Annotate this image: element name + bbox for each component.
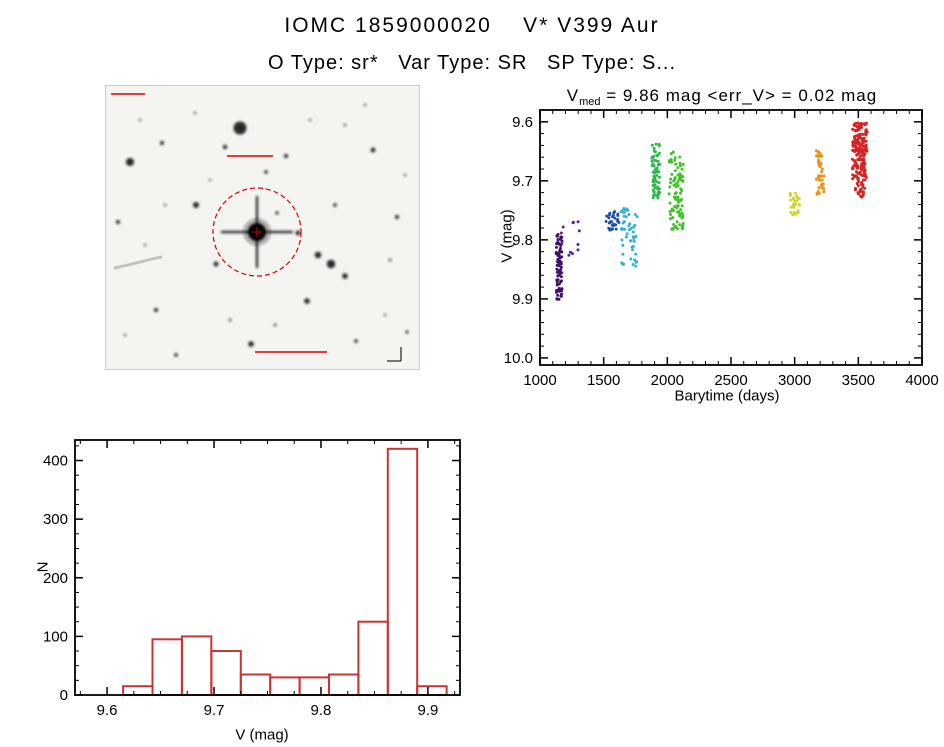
tick-labels: 9.6 9.7 9.8 9.9 0 100 200 300 400 — [43, 453, 438, 719]
annotation-mark — [255, 351, 327, 353]
star-field — [116, 103, 409, 357]
x-tick-label: 4000 — [905, 372, 938, 389]
x-tick-label: 1000 — [523, 372, 556, 389]
x-tick-label: 9.9 — [417, 702, 438, 719]
y-tick-label: 400 — [43, 453, 68, 470]
histogram-bar — [239, 673, 272, 696]
lightcurve-title-sub: med — [579, 96, 601, 108]
lightcurve-x-axis-label: Barytime (days) — [674, 387, 780, 405]
y-tick-label: 9.6 — [512, 114, 533, 131]
minor-ticks — [75, 440, 460, 695]
histogram-bar — [386, 447, 419, 696]
annotation-mark — [227, 155, 273, 157]
x-tick-label: 2000 — [651, 372, 684, 389]
histogram-bar — [122, 685, 154, 697]
y-tick-label: 9.8 — [512, 232, 533, 249]
y-tick-label: 0 — [60, 687, 68, 704]
tick-marks — [539, 110, 923, 365]
y-tick-label: 100 — [43, 628, 68, 645]
lightcurve-title-rest: = 9.86 mag <err_V> = 0.02 mag — [600, 86, 878, 105]
tick-marks — [75, 440, 460, 696]
trail-streak — [113, 255, 163, 270]
tick-labels: 1000 1500 2000 2500 3000 3500 4000 9.6 9.7 9.8 9.9… — [504, 114, 939, 389]
histogram-bar — [210, 650, 242, 696]
lightcurve-plot: 1000 1500 2000 2500 3000 3500 4000 9.6 9.7 9.8 9.9… — [504, 109, 939, 389]
lightcurve-title-v: V — [566, 86, 580, 105]
y-tick-label: 200 — [43, 570, 68, 587]
y-tick-label: 9.7 — [512, 173, 533, 190]
lightcurve-title: Vmed = 9.86 mag <err_V> = 0.02 mag — [567, 86, 877, 108]
minor-ticks — [540, 109, 922, 365]
x-tick-label: 9.8 — [311, 702, 332, 719]
annotation-mark — [111, 93, 145, 95]
x-tick-label: 2500 — [714, 372, 747, 389]
x-tick-label: 9.7 — [204, 702, 225, 719]
compass-icon — [387, 347, 402, 362]
y-tick-label: 10.0 — [504, 350, 533, 367]
histogram-bar — [298, 676, 331, 696]
histogram-bar — [180, 635, 213, 696]
histogram-bar — [416, 685, 448, 697]
lightcurve-points — [554, 121, 869, 301]
histogram-bar — [269, 676, 301, 696]
histogram-bar — [328, 673, 360, 696]
x-tick-label: 3500 — [842, 372, 875, 389]
histogram-bar — [357, 620, 389, 696]
y-tick-label: 9.9 — [512, 291, 533, 308]
page-subtitle: O Type: sr* Var Type: SR SP Type: S... — [267, 52, 677, 74]
page-title: IOMC 1859000020 V* V399 Aur — [284, 14, 660, 37]
x-tick-label: 9.6 — [97, 702, 118, 719]
histogram-bars — [122, 447, 448, 697]
histogram-x-axis-label: V (mag) — [235, 726, 289, 744]
target-aperture-circle — [212, 187, 302, 277]
axes-frame — [74, 439, 461, 696]
x-tick-label: 3000 — [778, 372, 811, 389]
histogram-plot: 9.6 9.7 9.8 9.9 0 100 200 300 400 — [43, 439, 461, 719]
x-tick-label: 1500 — [587, 372, 620, 389]
histogram-bar — [151, 638, 183, 697]
y-tick-label: 300 — [43, 511, 68, 528]
finding-chart-image — [105, 85, 420, 370]
